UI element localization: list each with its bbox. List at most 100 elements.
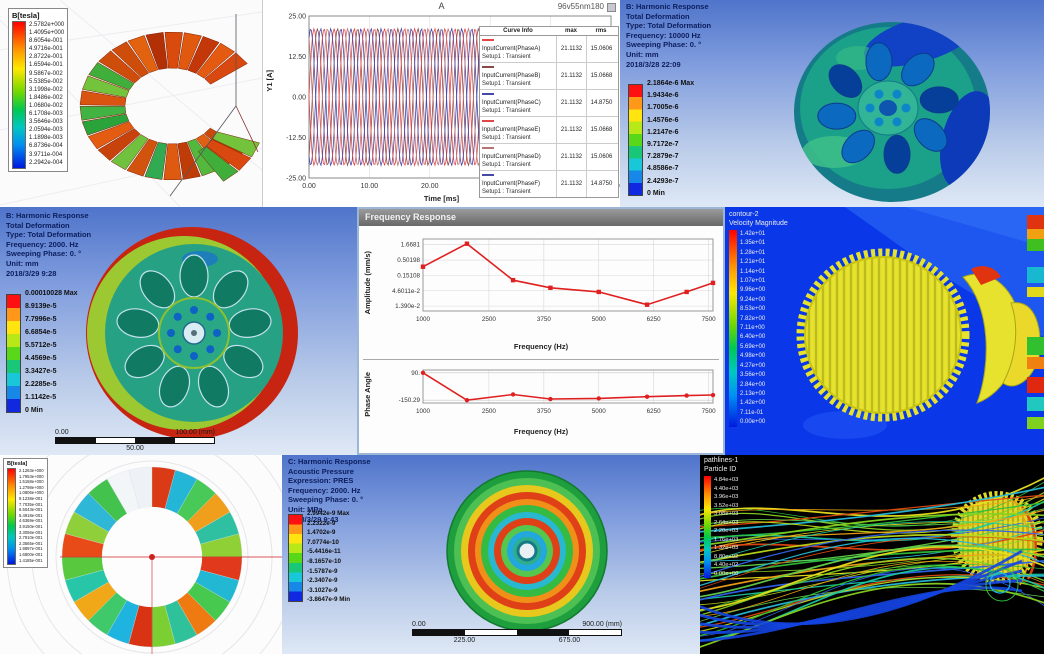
legend-value: -5.4416e-11	[307, 548, 341, 556]
curve-name: InputCurrent(PhaseF) Setup1 : Transient	[480, 171, 556, 197]
curve-label: InputCurrent(PhaseC)	[482, 100, 541, 106]
curve-name: InputCurrent(PhaseE) Setup1 : Transient	[480, 117, 556, 143]
svg-text:0.00: 0.00	[292, 95, 306, 102]
legend-value: 1.14e+01	[740, 268, 766, 275]
legend-col-max: max	[564, 28, 577, 34]
curve-rms: 14.8750	[586, 171, 616, 197]
result-info: C: Harmonic Response Acoustic Pressure Exp…	[288, 457, 371, 524]
legend-value: 3.3056e-001	[19, 529, 43, 535]
legend-value: 2.1864e-6 Max	[647, 80, 695, 87]
legend-value: 6.8736e-004	[29, 143, 63, 150]
legend-value: -2.3407e-9	[307, 577, 338, 585]
legend-value: 9.96e+00	[740, 287, 766, 294]
svg-text:0.00: 0.00	[302, 183, 316, 190]
legend-value: 0 Min	[25, 407, 43, 414]
cfd-viewport	[725, 207, 1044, 455]
legend-value: 1.4576e-6	[647, 116, 679, 124]
svg-text:90.: 90.	[411, 370, 420, 377]
legend-value: 2.3565e-001	[19, 540, 43, 546]
legend-values: 2.1864e-6 Max 1.9434e-6 1.7005e-6 1.4576e-6…	[647, 78, 694, 200]
info-line: Frequency: 2000. Hz	[6, 239, 79, 249]
curve-rms: 14.8750	[586, 90, 616, 116]
legend-value: 0 Min	[647, 189, 665, 197]
legend-values: 2.1263e+000 1.7953e+000 1.5158e+000 1.2798e…	[19, 468, 44, 565]
legend-values: 2.5782e+000 1.4095e+000 8.6054e-001 4.9716e…	[29, 21, 64, 169]
info-line: Unit: MPa	[288, 504, 323, 514]
curve-swatch	[482, 66, 494, 69]
legend-value: 6.1708e-003	[29, 111, 63, 118]
curve-name: InputCurrent(PhaseA) Setup1 : Transient	[480, 36, 556, 62]
curve-setup: Setup1 : Transient	[482, 54, 531, 60]
splitter[interactable]	[363, 359, 719, 360]
curve-name: InputCurrent(PhaseD) Setup1 : Transient	[480, 144, 556, 170]
curve-name: InputCurrent(PhaseC) Setup1 : Transient	[480, 90, 556, 116]
legend-value: 1.07e+01	[740, 278, 766, 285]
curve-setup: Setup1 : Transient	[482, 189, 531, 195]
legend-title: pathlines-1 Particle ID	[704, 457, 738, 474]
legend-row: InputCurrent(PhaseB) Setup1 : Transient 2…	[480, 62, 618, 89]
legend-title-line: contour-2	[729, 211, 759, 218]
legend-value: 3.5646e-003	[29, 119, 63, 126]
panel-maxwell-rotor: B[tesla] 2.1263e+000 1.7953e+000 1.5158e+0…	[0, 455, 282, 654]
window-titlebar[interactable]: Frequency Response	[359, 209, 723, 226]
legend-value: 9.24e+00	[740, 296, 766, 303]
legend-value: 9.1238e-001	[19, 495, 43, 501]
legend-value: 2.8722e-001	[29, 54, 63, 61]
curve-max: 21.1132	[556, 36, 586, 62]
svg-text:1.6681: 1.6681	[401, 242, 421, 249]
legend-value: 0.00e+00	[714, 570, 739, 577]
legend-value: 2.2942e-004	[29, 159, 63, 166]
colorbar	[12, 21, 26, 169]
amplitude-x-label: Frequency (Hz)	[513, 342, 569, 351]
svg-text:1000: 1000	[416, 316, 431, 323]
legend-row: InputCurrent(PhaseF) Setup1 : Transient 2…	[480, 170, 618, 197]
svg-text:2500: 2500	[482, 408, 497, 415]
curve-label: InputCurrent(PhaseB)	[482, 73, 541, 79]
legend-value: 2.2285e-5	[25, 381, 57, 388]
panel-current-plot: A 96v55nm180 Y1 [A] 0.0010.0020.0030.004…	[262, 0, 620, 207]
legend-value: 1.8486e-002	[29, 94, 63, 101]
legend-value: 2.13e+00	[740, 390, 766, 397]
info-line: Sweeping Phase: 0. °	[6, 249, 82, 259]
colorbar	[6, 293, 21, 413]
legend-value: 4.84e+03	[714, 477, 739, 483]
maximize-icon[interactable]	[607, 3, 616, 12]
svg-text:0.50198: 0.50198	[397, 257, 420, 264]
legend-value: 4.40e+02	[714, 562, 739, 568]
legend-value: 1.1142e-5	[25, 394, 57, 401]
colorbar	[7, 468, 16, 565]
legend-value: 1.4185e-001	[19, 557, 43, 563]
info-line: Type: Total Deformation	[626, 21, 712, 31]
legend-value: 7.11e+00	[740, 325, 765, 332]
phase-axis-label: Phase Angle	[363, 372, 372, 417]
legend-value: 4.8586e-7	[647, 165, 679, 173]
legend-value: 8.6054e-001	[29, 38, 63, 45]
phase-plot: 1000 2500 3750 5000 6250 7500 90. -150.29	[399, 369, 716, 415]
legend-value: 5.4918e-001	[19, 512, 43, 518]
svg-text:10.00: 10.00	[361, 183, 379, 190]
legend-value: 1.0806e+000	[19, 490, 44, 496]
legend-value: -1.5787e-9	[307, 567, 338, 575]
legend-title: B[tesla]	[7, 461, 28, 467]
legend-value: -8.1657e-10	[307, 557, 341, 565]
legend-value: 4.40e+03	[714, 485, 739, 492]
legend-value: 7.7035e-001	[19, 501, 43, 507]
wheel-viewport	[794, 22, 990, 202]
legend-value: 1.28e+01	[740, 249, 766, 256]
curve-label: InputCurrent(PhaseF)	[482, 181, 541, 187]
legend-value: 1.9897e-001	[19, 546, 43, 552]
curve-setup: Setup1 : Transient	[482, 81, 531, 87]
legend-value: 3.08e+03	[714, 511, 739, 517]
legend-value: 3.96e+03	[714, 494, 739, 500]
design-name-label: 96v55nm180	[557, 2, 604, 11]
legend-value: 2.84e+00	[740, 381, 766, 388]
info-line: Unit: mm	[626, 49, 659, 59]
info-line: Frequency: 10000 Hz	[626, 30, 701, 40]
legend-value: 1.42e+01	[740, 231, 766, 237]
legend-col-curve: Curve Info	[503, 28, 533, 34]
legend-value: 7.11e-01	[740, 409, 764, 416]
info-line: Sweeping Phase: 0. °	[626, 40, 702, 50]
legend-value: 7.82e+00	[740, 315, 766, 322]
colorbar	[729, 230, 737, 427]
pathlines-legend: pathlines-1 Particle ID 4.84e+03 4.40e+03 3…	[704, 457, 738, 578]
